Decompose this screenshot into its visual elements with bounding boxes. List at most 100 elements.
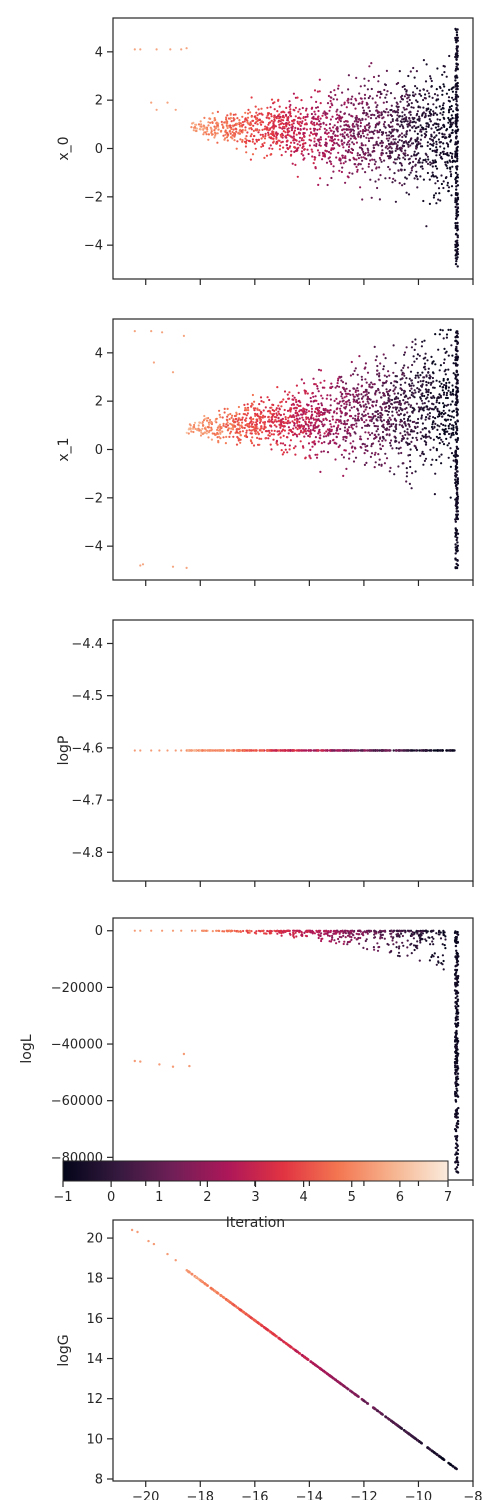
data-point <box>391 937 394 940</box>
data-point <box>435 399 438 402</box>
data-point <box>380 396 383 399</box>
data-point <box>443 85 446 88</box>
data-point <box>423 136 427 139</box>
data-point <box>286 129 289 132</box>
data-point <box>291 398 294 401</box>
data-point <box>421 422 424 425</box>
data-point <box>381 384 384 387</box>
data-point <box>261 930 265 933</box>
data-point <box>305 408 308 411</box>
data-point <box>272 438 275 441</box>
data-point <box>438 442 441 445</box>
data-point <box>401 408 404 411</box>
data-point <box>454 339 457 343</box>
data-point <box>362 946 365 950</box>
data-point <box>406 125 409 128</box>
data-point <box>307 403 310 407</box>
data-point <box>323 423 326 426</box>
data-point <box>364 403 367 406</box>
data-point <box>433 952 436 955</box>
data-point <box>400 439 403 442</box>
data-point <box>356 395 359 398</box>
data-point <box>368 131 371 134</box>
data-point <box>408 930 411 933</box>
data-point <box>385 380 388 383</box>
data-point <box>254 407 257 410</box>
data-point <box>352 125 355 128</box>
data-point <box>277 98 280 101</box>
data-point <box>437 138 440 141</box>
data-point <box>322 450 325 453</box>
data-point <box>299 112 302 115</box>
data-point <box>327 930 330 933</box>
data-point <box>371 404 374 407</box>
data-point <box>377 931 380 934</box>
data-point <box>379 174 382 177</box>
data-point <box>381 444 384 448</box>
data-point <box>367 151 370 154</box>
data-point <box>247 749 250 752</box>
data-point <box>393 392 396 395</box>
scatter-points <box>130 27 460 1471</box>
outlier-point <box>155 48 158 51</box>
data-point <box>452 388 455 391</box>
data-point <box>456 379 459 382</box>
data-point <box>445 385 448 388</box>
data-point <box>336 379 340 382</box>
data-point <box>198 749 201 752</box>
data-point <box>287 416 290 419</box>
data-point <box>310 131 313 134</box>
data-point <box>397 749 400 752</box>
data-point <box>259 121 262 124</box>
data-point <box>455 249 458 252</box>
outlier-point <box>139 749 142 752</box>
data-point <box>443 133 446 136</box>
data-point <box>444 938 447 941</box>
data-point <box>304 392 307 395</box>
data-point <box>424 356 427 359</box>
data-point <box>424 80 428 83</box>
data-point <box>193 423 196 427</box>
outlier-point <box>150 749 153 752</box>
data-point <box>252 124 255 127</box>
data-point <box>431 361 434 364</box>
data-point <box>315 122 319 125</box>
data-point <box>323 441 326 444</box>
data-point <box>427 114 430 117</box>
data-point <box>305 416 308 419</box>
data-point <box>293 146 296 149</box>
data-point <box>406 411 409 414</box>
data-point <box>450 88 453 91</box>
data-point <box>309 139 313 142</box>
data-point <box>402 462 405 465</box>
data-point <box>277 404 280 407</box>
data-point <box>347 426 351 429</box>
data-point <box>405 471 409 474</box>
data-point <box>313 429 316 432</box>
outlier-point <box>139 564 142 567</box>
data-point <box>367 431 370 434</box>
data-point <box>451 424 454 427</box>
data-point <box>336 407 339 410</box>
data-point <box>454 84 457 87</box>
data-point <box>228 749 231 752</box>
data-point <box>275 425 278 428</box>
data-point <box>441 157 444 160</box>
data-point <box>385 375 388 378</box>
data-point <box>407 74 410 78</box>
data-point <box>328 411 331 414</box>
data-point <box>344 932 347 935</box>
data-point <box>456 197 460 201</box>
data-point <box>412 384 415 387</box>
data-point <box>425 416 428 419</box>
data-point <box>346 429 350 432</box>
data-point <box>441 389 444 392</box>
data-point <box>288 100 291 103</box>
data-point <box>194 123 197 126</box>
data-point <box>402 366 405 369</box>
data-point <box>286 393 289 396</box>
data-point <box>447 354 450 357</box>
data-point <box>403 390 407 393</box>
data-point <box>393 158 397 161</box>
data-point <box>385 420 389 424</box>
